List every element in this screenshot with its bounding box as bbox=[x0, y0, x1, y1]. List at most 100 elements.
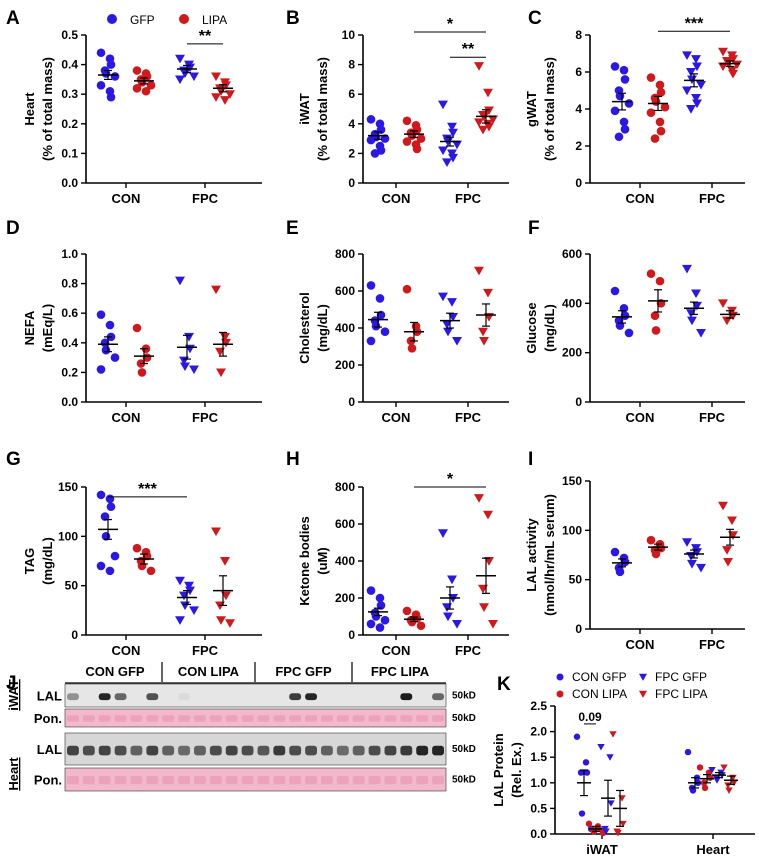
y-axis-label: Ketone bodies bbox=[297, 516, 312, 606]
blot-strip bbox=[64, 767, 447, 792]
data-point bbox=[438, 529, 448, 538]
group-fpc-lipa bbox=[718, 47, 742, 79]
data-point bbox=[132, 543, 142, 553]
x-tick-label: FPC bbox=[699, 637, 726, 652]
y-tick-label: 0.2 bbox=[61, 117, 78, 131]
data-point bbox=[132, 323, 142, 333]
data-point bbox=[96, 490, 106, 500]
lal-band bbox=[321, 745, 333, 756]
data-point bbox=[452, 619, 462, 629]
lal-row: 50kD LAL bbox=[37, 732, 476, 766]
lal-band bbox=[130, 745, 143, 756]
data-point bbox=[696, 80, 706, 90]
x-tick-label: FPC bbox=[455, 191, 482, 206]
blot-row-label: LAL bbox=[37, 742, 62, 757]
y-axis-label: Glucose bbox=[524, 302, 539, 353]
lal-band bbox=[114, 745, 127, 756]
y-tick-label: 400 bbox=[562, 296, 582, 310]
y-tick-label: 50 bbox=[569, 573, 583, 587]
data-point bbox=[585, 820, 593, 827]
group-fpc-gfp bbox=[597, 744, 615, 835]
y-tick-label: 0.4 bbox=[61, 336, 78, 350]
y-axis-label: NEFA bbox=[22, 310, 37, 345]
data-point bbox=[686, 105, 696, 114]
group-fpc-gfp bbox=[438, 529, 462, 629]
lal-band bbox=[114, 693, 127, 701]
ponceau-band bbox=[114, 776, 127, 785]
group-fpc-lipa bbox=[474, 62, 498, 135]
panel-label: J bbox=[6, 673, 17, 694]
data-point bbox=[656, 126, 666, 136]
group-con-gfp bbox=[610, 547, 632, 577]
data-point bbox=[484, 122, 494, 132]
data-point bbox=[483, 510, 493, 520]
x-tick-label: CON bbox=[626, 191, 655, 206]
group-fpc-lipa bbox=[474, 266, 496, 346]
ponceau-band bbox=[146, 715, 159, 722]
x-tick-label: CON bbox=[112, 191, 141, 206]
data-point bbox=[175, 54, 185, 64]
data-point bbox=[371, 612, 381, 621]
data-point bbox=[105, 320, 115, 330]
x-tick-label: CON bbox=[382, 643, 411, 658]
data-point bbox=[402, 116, 412, 126]
data-point bbox=[620, 125, 630, 134]
size-marker: 50kD bbox=[452, 775, 476, 786]
data-point bbox=[582, 759, 590, 766]
data-point bbox=[718, 47, 728, 57]
data-point bbox=[366, 115, 376, 124]
x-tick-label: FPC bbox=[192, 191, 219, 206]
data-point bbox=[96, 81, 106, 90]
data-point bbox=[402, 606, 412, 616]
data-point bbox=[479, 336, 489, 346]
data-point bbox=[366, 135, 376, 145]
ponceau-band bbox=[416, 715, 429, 722]
legend-marker bbox=[107, 14, 117, 24]
y-axis-label: TAG bbox=[22, 548, 37, 574]
significance-label: * bbox=[447, 471, 454, 488]
y-tick-label: 50 bbox=[65, 579, 79, 593]
data-point bbox=[376, 601, 386, 610]
data-point bbox=[366, 281, 376, 290]
lal-band bbox=[67, 745, 79, 756]
ponceau-band bbox=[98, 715, 111, 722]
data-point bbox=[175, 75, 185, 85]
data-point bbox=[619, 117, 629, 127]
y-tick-label: 150 bbox=[58, 480, 78, 494]
data-point bbox=[684, 748, 692, 756]
x-tick-label: FPC bbox=[699, 191, 726, 206]
y-tick-label: 100 bbox=[562, 523, 582, 537]
lal-band bbox=[162, 745, 175, 756]
y-tick-label: 200 bbox=[562, 346, 582, 360]
x-tick-label: CON bbox=[382, 191, 411, 206]
group-fpc-lipa bbox=[474, 494, 498, 629]
data-point bbox=[696, 328, 706, 338]
data-point bbox=[722, 316, 732, 326]
data-point bbox=[474, 494, 484, 503]
data-point bbox=[610, 286, 620, 296]
data-point bbox=[597, 744, 605, 751]
data-point bbox=[375, 623, 385, 632]
data-point bbox=[484, 106, 494, 116]
panel-G: G 0 50 100 150 CON FPC TAG (mg/dL) *** bbox=[6, 449, 262, 658]
y-axis-label: LAL activity bbox=[524, 518, 539, 592]
group-fpc-gfp bbox=[708, 767, 726, 784]
ponceau-band bbox=[162, 776, 175, 785]
group-fpc-gfp bbox=[682, 264, 706, 338]
y-axis-label: (Rel. Ex.) bbox=[509, 742, 524, 798]
data-point bbox=[141, 86, 151, 96]
data-point bbox=[216, 368, 226, 378]
y-tick-label: 0.8 bbox=[61, 277, 78, 291]
data-point bbox=[655, 117, 665, 127]
data-point bbox=[101, 345, 111, 355]
data-point bbox=[438, 146, 448, 156]
data-point bbox=[366, 619, 376, 629]
group-con-gfp bbox=[684, 748, 702, 794]
data-point bbox=[691, 55, 701, 64]
ponceau-band bbox=[336, 715, 349, 722]
data-point bbox=[438, 100, 448, 110]
data-point bbox=[615, 567, 625, 577]
group-con-lipa bbox=[402, 284, 424, 353]
data-point bbox=[447, 298, 457, 307]
data-point bbox=[650, 134, 660, 143]
